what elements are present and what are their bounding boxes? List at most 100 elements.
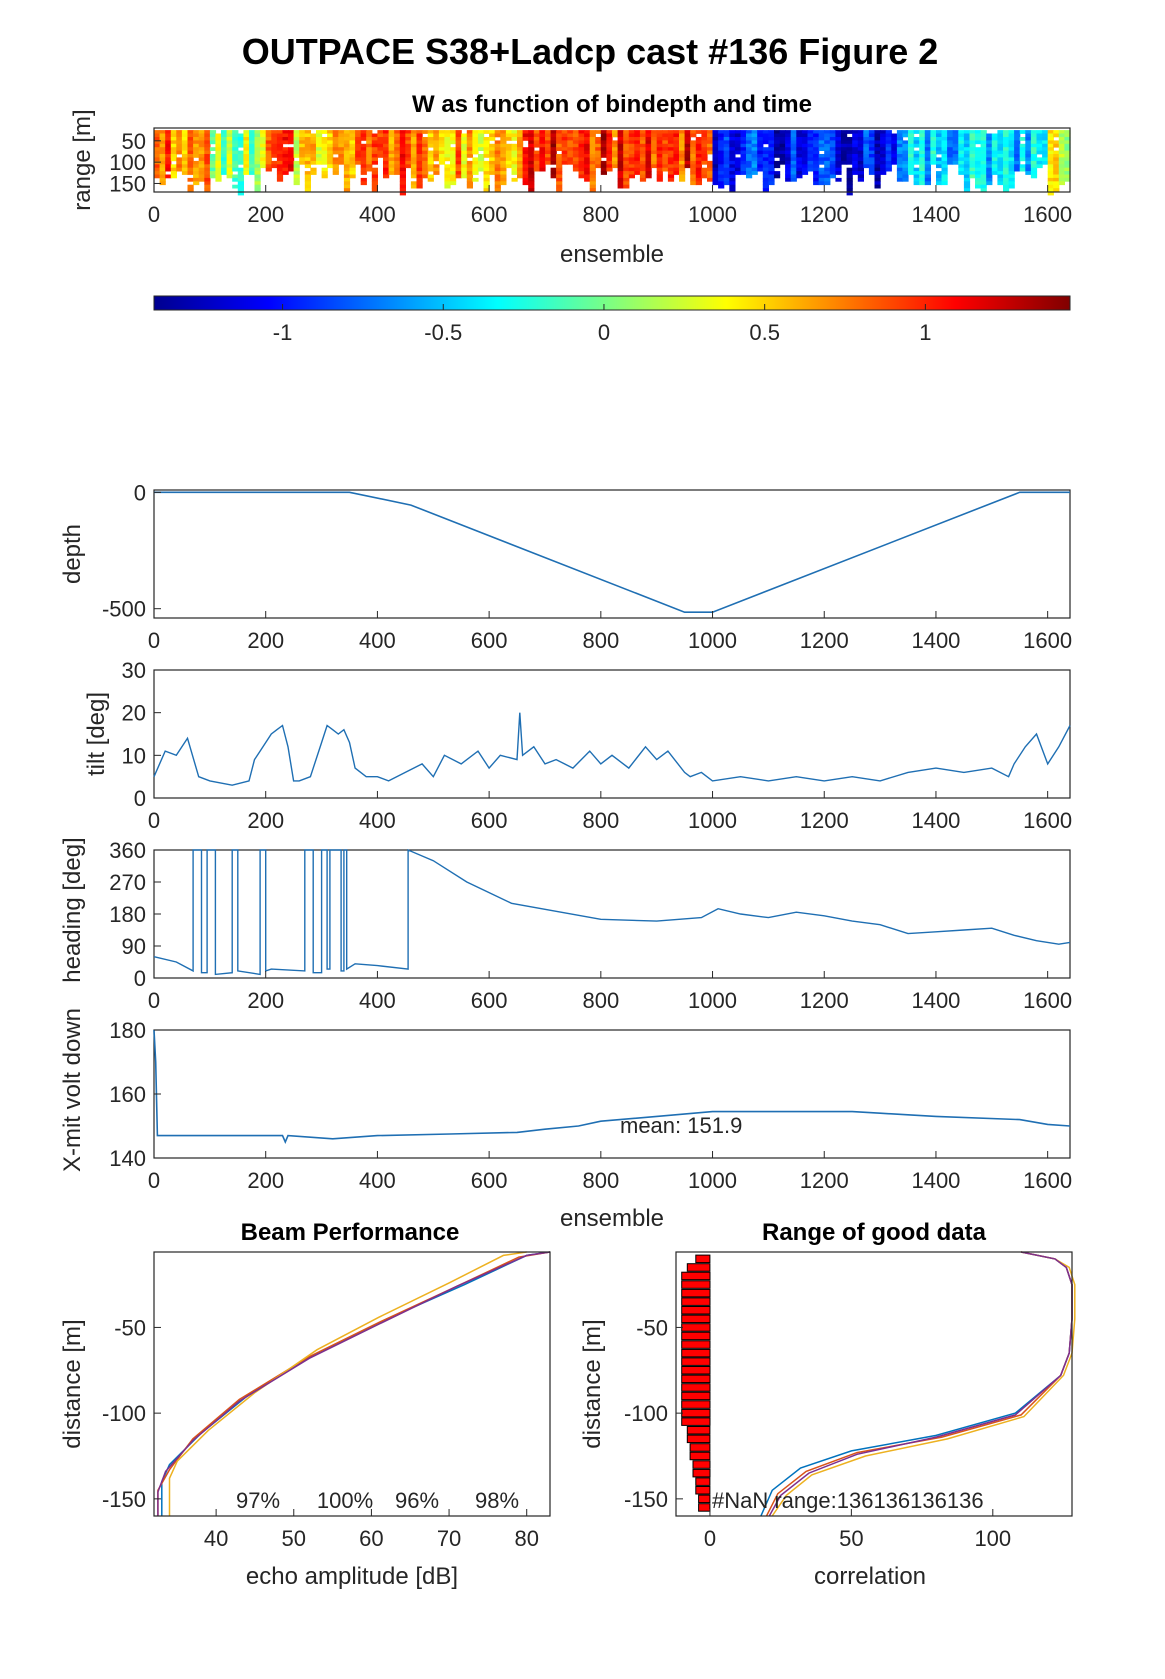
w-heatmap-cell — [567, 150, 574, 155]
w-heatmap-cell — [863, 137, 870, 141]
depth-x-tick-label: 600 — [471, 628, 508, 653]
w-heatmap-cell — [751, 150, 758, 155]
w-heatmap-cell — [829, 160, 836, 165]
w-heatmap-cell — [176, 167, 183, 172]
w-heatmap-cell — [237, 177, 244, 182]
w-heatmap-cell — [667, 177, 675, 182]
w-heatmap-cell — [539, 157, 546, 162]
w-heatmap-cell — [383, 150, 390, 155]
w-heatmap-cell — [433, 157, 440, 162]
w-heatmap-cell — [891, 147, 898, 151]
w-heatmap-cell — [528, 154, 535, 158]
w-heatmap-cell — [595, 164, 602, 169]
w-heatmap-cell — [740, 157, 747, 162]
w-heatmap-cell — [388, 147, 395, 151]
w-heatmap-cell — [237, 154, 244, 158]
w-heatmap-cell — [734, 157, 742, 162]
w-heatmap-cell — [433, 164, 440, 169]
w-heatmap-cell — [679, 154, 686, 158]
w-heatmap-cell — [919, 140, 926, 145]
w-heatmap-cell — [796, 140, 803, 145]
w-heatmap-cell — [438, 150, 446, 155]
w-heatmap-cell — [461, 150, 468, 155]
w-heatmap-cell — [271, 143, 278, 148]
w-heatmap-cell — [634, 160, 641, 165]
w-heatmap-cell — [1003, 143, 1010, 148]
xmit-x-tick-label: 600 — [471, 1168, 508, 1193]
w-heatmap-cell — [1058, 147, 1065, 151]
w-heatmap-cell — [589, 157, 596, 162]
w-heatmap-cell — [863, 133, 870, 138]
w-heatmap-cell — [444, 181, 451, 186]
w-xticks: 0 200 400 600 800 1000 1200 1400 1600 — [148, 185, 1072, 227]
w-heatmap-cell — [617, 171, 624, 175]
w-heatmap-cell — [774, 133, 781, 138]
w-heatmap-cell — [159, 160, 166, 165]
w-heatmap-cell — [768, 171, 775, 175]
w-heatmap-cell — [807, 154, 814, 158]
w-heatmap-cell — [433, 133, 440, 138]
w-heatmap-cell — [422, 174, 429, 179]
beam-xlabel: echo amplitude [dB] — [246, 1563, 458, 1590]
w-heatmap-cell — [751, 133, 758, 138]
w-heatmap-cell — [416, 157, 423, 162]
w-heatmap-cell — [1042, 154, 1049, 158]
w-title: W as function of bindepth and time — [412, 91, 812, 118]
w-heatmap-cell — [762, 157, 769, 162]
w-heatmap-cell — [494, 188, 501, 192]
w-heatmap-cell — [846, 150, 853, 155]
w-heatmap-cell — [193, 140, 200, 145]
w-heatmap-cell — [628, 167, 635, 172]
w-heatmap-cell — [645, 150, 652, 155]
w-heatmap-cell — [433, 143, 440, 148]
w-heatmap-cell — [556, 160, 563, 165]
w-heatmap-cell — [444, 164, 451, 169]
w-heatmap-cell — [958, 154, 965, 158]
w-heatmap-cell — [505, 137, 513, 141]
w-heatmap-cell — [438, 147, 446, 151]
w-heatmap-cell — [718, 174, 725, 179]
w-heatmap-cell — [880, 137, 887, 141]
w-heatmap-cell — [572, 147, 580, 151]
w-heatmap-cell — [662, 147, 669, 151]
w-heatmap-cell — [846, 137, 853, 141]
w-heatmap-cell — [494, 167, 501, 172]
w-heatmap-cell — [997, 133, 1004, 138]
w-heatmap-cell — [249, 150, 256, 155]
w-heatmap-cell — [857, 154, 864, 158]
w-heatmap-cell — [204, 160, 211, 165]
w-heatmap-cell — [416, 160, 423, 165]
w-heatmap-cell — [159, 164, 166, 169]
w-heatmap-cell — [584, 174, 591, 179]
w-heatmap-cell — [746, 143, 753, 148]
w-heatmap-cell — [1053, 167, 1060, 172]
w-heatmap-cell — [159, 157, 166, 162]
w-heatmap-cell — [243, 150, 250, 155]
w-heatmap-cell — [813, 177, 820, 182]
range-series-line — [760, 1251, 1073, 1517]
w-heatmap-cell — [165, 154, 172, 158]
colorbar-tick-label: 0.5 — [749, 320, 780, 345]
w-heatmap-cell — [1058, 143, 1065, 148]
w-heatmap-cell — [980, 184, 987, 189]
w-heatmap-cell — [293, 171, 300, 175]
w-heatmap-cell — [500, 150, 507, 155]
w-heatmap-cell — [450, 137, 457, 141]
w-heatmap-cell — [651, 150, 658, 155]
w-heatmap-cell — [690, 150, 697, 155]
beam-x-tick-label: 80 — [514, 1526, 538, 1551]
w-heatmap-cell — [768, 157, 775, 162]
range-nan-histogram — [681, 1254, 711, 1512]
w-heatmap-cell — [695, 154, 702, 158]
w-heatmap-cell — [846, 140, 853, 145]
w-heatmap-cell — [701, 160, 708, 165]
w-heatmap-cell — [902, 171, 909, 175]
w-heatmap-cell — [746, 137, 753, 141]
w-heatmap-cell — [969, 133, 976, 138]
w-heatmap-cell — [159, 140, 166, 145]
w-heatmap-cell — [316, 137, 323, 141]
w-heatmap-cell — [712, 157, 719, 162]
w-heatmap-cell — [852, 164, 859, 169]
w-heatmap-cell — [589, 164, 596, 169]
w-heatmap-cell — [422, 140, 429, 145]
